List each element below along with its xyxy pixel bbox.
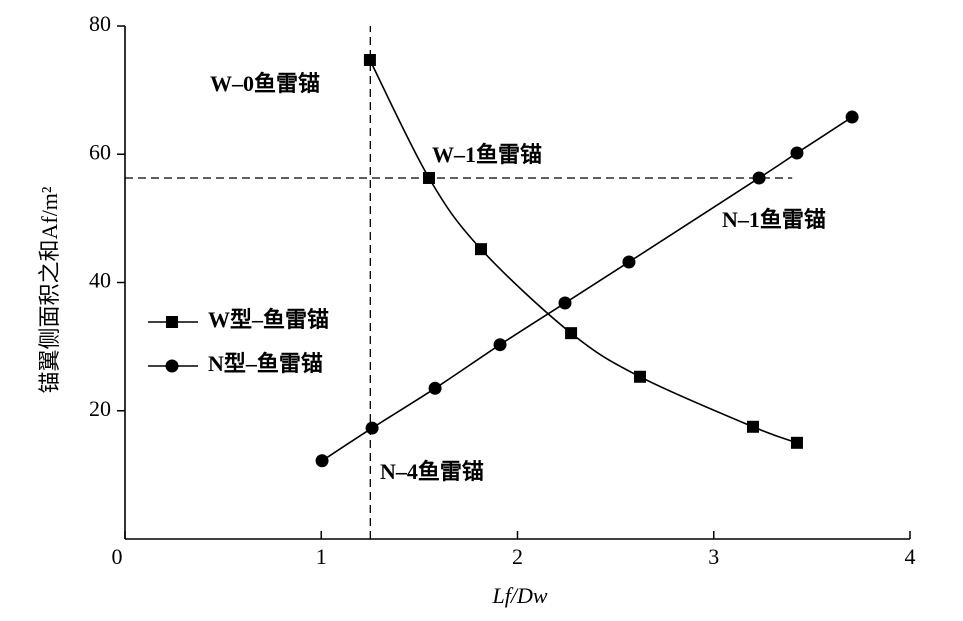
legend-label: W型–鱼雷锚: [208, 307, 329, 332]
y-tick-label: 40: [89, 268, 111, 293]
data-point: [633, 370, 646, 383]
data-point: [790, 436, 803, 449]
data-point: [747, 420, 759, 433]
legend-marker: [165, 359, 179, 373]
x-tick-label: 3: [708, 544, 719, 569]
data-point: [622, 255, 636, 269]
data-point: [363, 53, 376, 66]
data-point: [558, 296, 572, 310]
data-point: [422, 171, 435, 184]
x-tick-label: 4: [905, 544, 916, 569]
data-point: [474, 243, 487, 256]
x-tick-label: 0: [112, 544, 123, 569]
x-tick-label: 1: [316, 544, 327, 569]
x-axis-title: Lf/Dw: [491, 583, 547, 608]
annotation: W–1鱼雷锚: [432, 142, 542, 167]
annotation: W–0鱼雷锚: [210, 71, 320, 96]
y-axis-title: 锚翼侧面积之和Af/m²: [37, 186, 62, 393]
data-point: [845, 110, 859, 124]
data-point: [752, 171, 766, 185]
series-line: [321, 116, 853, 462]
data-point: [315, 454, 329, 468]
annotation: N–1鱼雷锚: [722, 207, 826, 232]
y-tick-label: 80: [89, 11, 111, 36]
data-point: [365, 421, 379, 435]
annotation: N–4鱼雷锚: [380, 459, 484, 484]
y-tick-label: 60: [89, 139, 111, 164]
x-tick-label: 2: [512, 544, 523, 569]
data-point: [493, 338, 507, 352]
legend-marker: [166, 316, 178, 328]
data-point: [790, 146, 804, 160]
legend-label: N型–鱼雷锚: [208, 351, 323, 376]
data-point: [565, 327, 578, 340]
data-point: [428, 381, 442, 395]
y-tick-label: 20: [89, 396, 111, 421]
